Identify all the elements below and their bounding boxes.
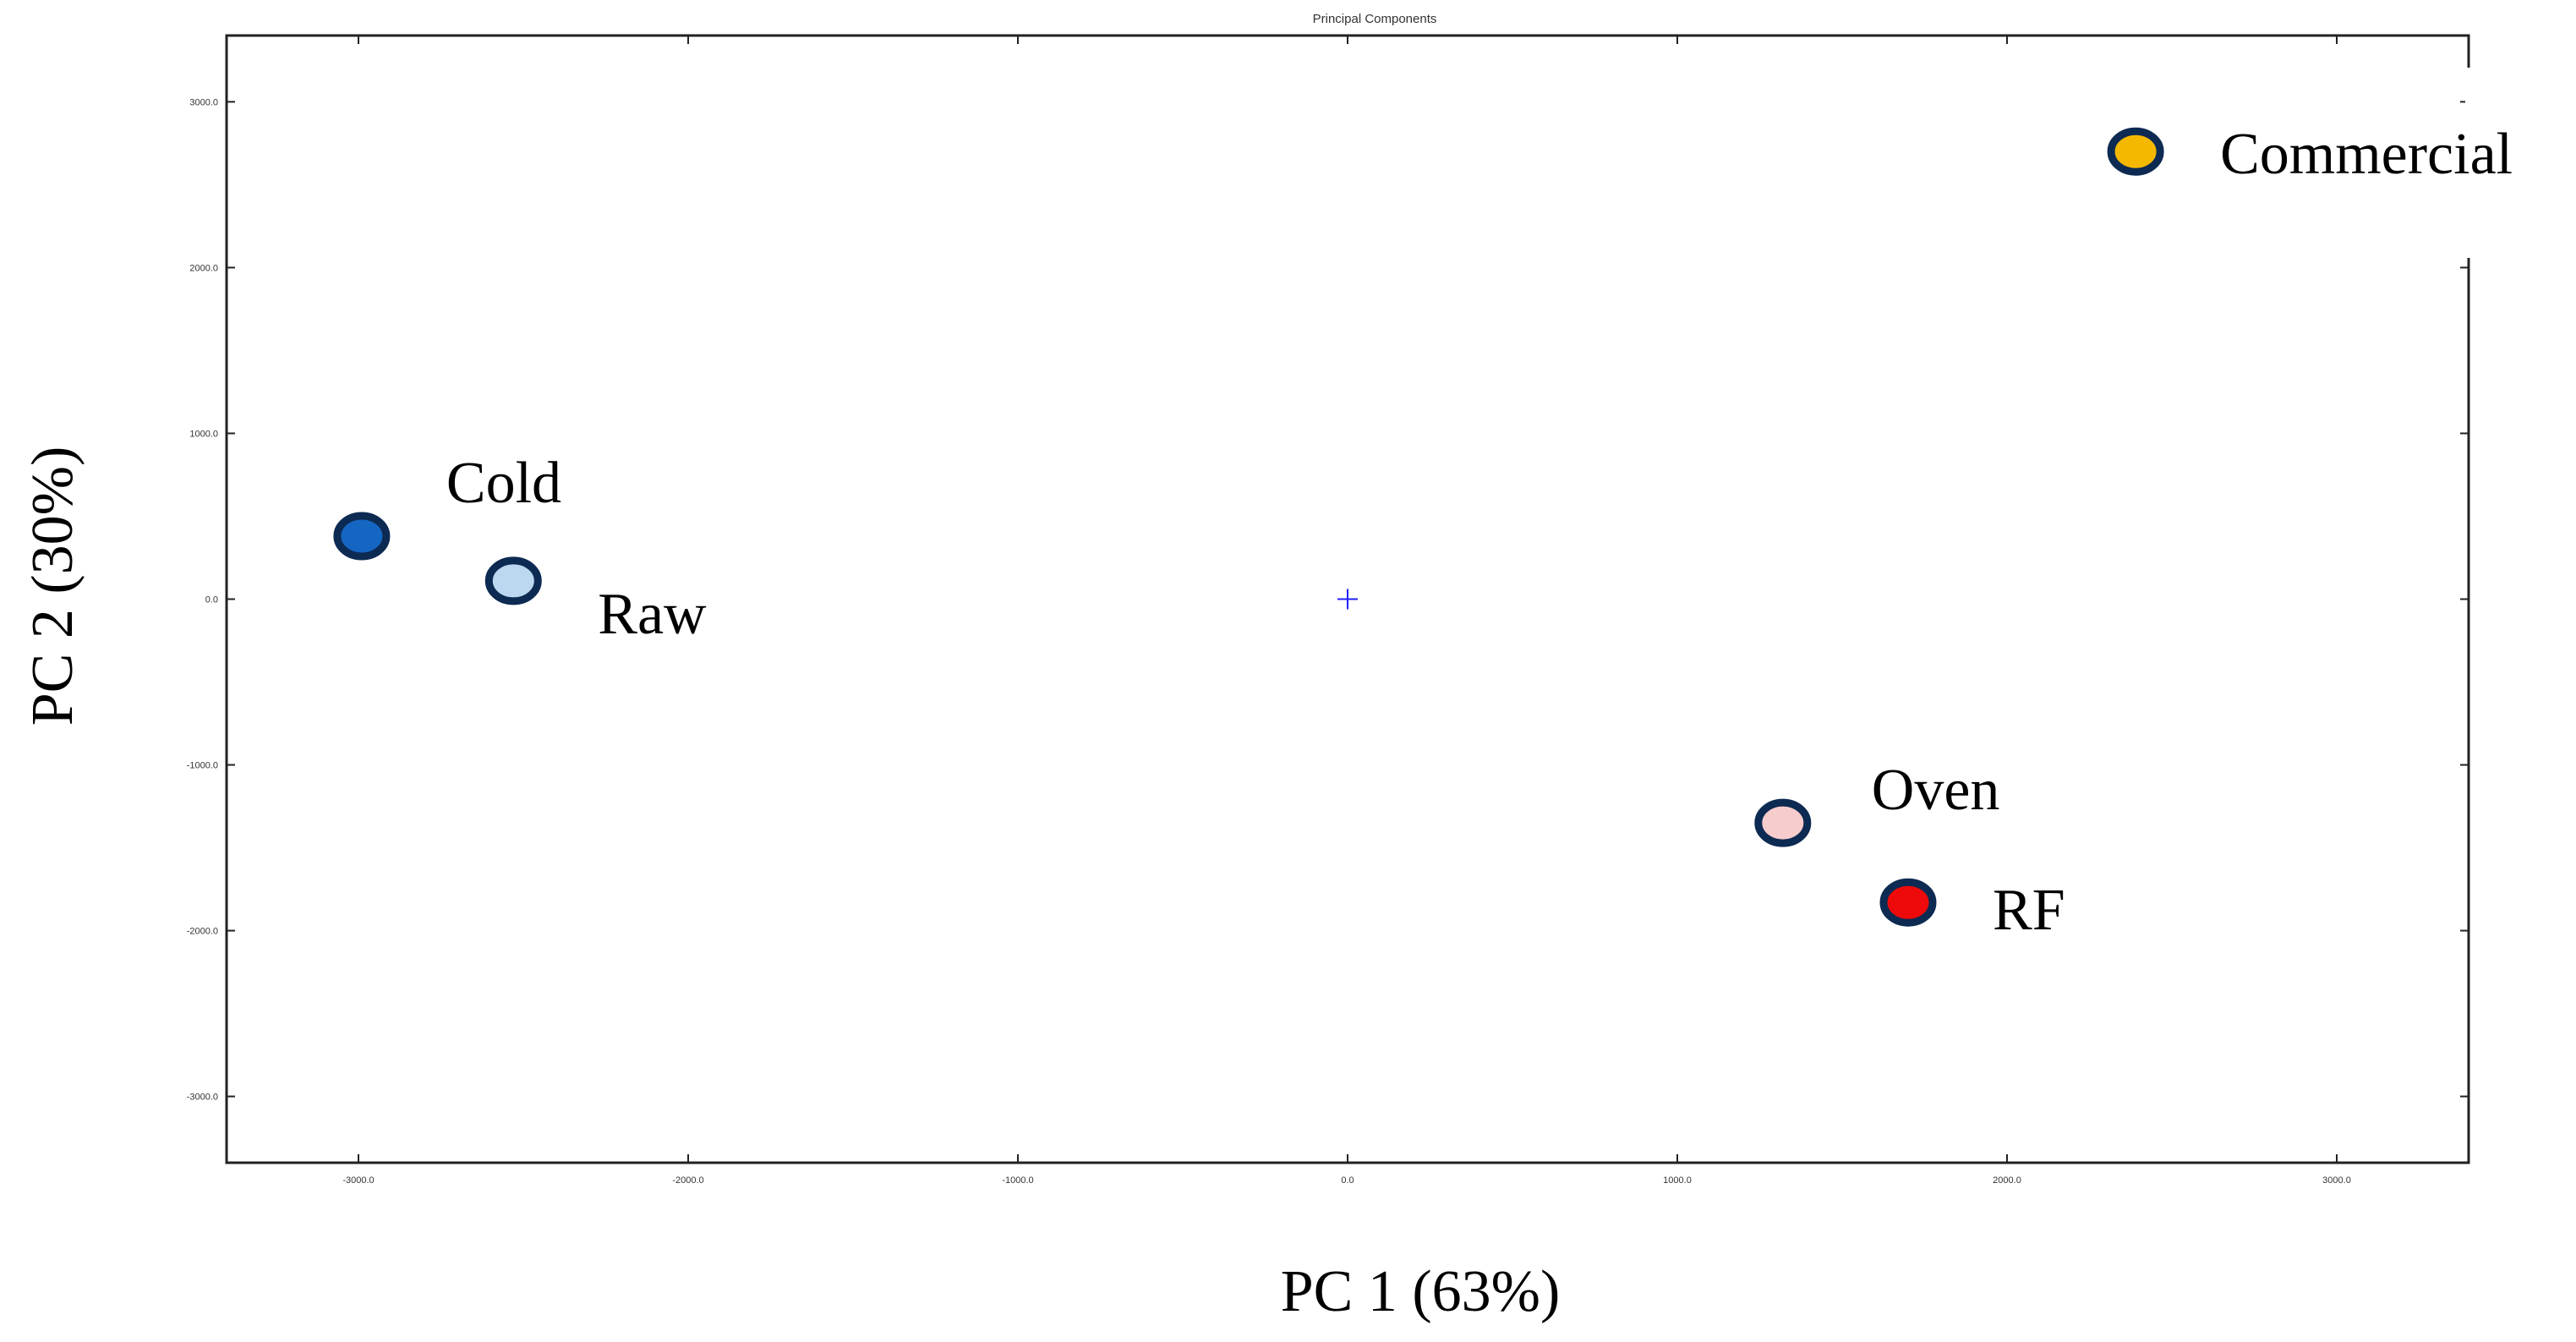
- point-label-commercial: Commercial: [2220, 122, 2513, 187]
- x-axis-label: PC 1 (63%): [1281, 1259, 1561, 1324]
- origin-marker: [1337, 589, 1358, 610]
- y-tick-label: -2000.0: [187, 927, 218, 937]
- x-axis-ticks: -3000.0 -2000.0 -1000.0 0.0 1000.0 2000.0 3000…: [342, 36, 2351, 1186]
- x-tick-label: -3000.0: [342, 1175, 374, 1186]
- x-tick-label: -1000.0: [1002, 1175, 1033, 1186]
- data-point-raw: [484, 556, 542, 605]
- data-point-commercial: [2107, 127, 2164, 176]
- label-mask: [2465, 68, 2576, 258]
- data-point-oven: [1754, 798, 1812, 847]
- x-tick-label: 3000.0: [2322, 1175, 2351, 1186]
- x-tick-label: 0.0: [1341, 1175, 1354, 1186]
- y-axis-ticks: -3000.0 -2000.0 -1000.0 0.0 1000.0 2000.0 3000…: [187, 97, 2469, 1103]
- data-point-rf: [1879, 878, 1937, 927]
- y-tick-label: 2000.0: [189, 263, 218, 273]
- y-tick-label: -3000.0: [187, 1093, 218, 1103]
- point-label-cold: Cold: [446, 451, 561, 516]
- point-label-rf: RF: [1993, 878, 2065, 943]
- y-tick-label: 0.0: [205, 595, 218, 605]
- data-points: [333, 127, 2164, 927]
- point-labels: Commercial Cold Raw Oven RF: [446, 122, 2513, 943]
- x-tick-label: -2000.0: [672, 1175, 703, 1186]
- point-label-oven: Oven: [1872, 758, 2000, 823]
- y-tick-label: -1000.0: [187, 761, 218, 771]
- y-axis-label: PC 2 (30%): [20, 446, 85, 726]
- y-tick-label: 3000.0: [189, 97, 218, 107]
- chart-title: Principal Components: [1313, 12, 1437, 26]
- point-label-raw: Raw: [598, 582, 707, 647]
- x-tick-label: 1000.0: [1663, 1175, 1692, 1186]
- x-tick-label: 2000.0: [1993, 1175, 2021, 1186]
- y-tick-label: 1000.0: [189, 429, 218, 439]
- data-point-cold: [333, 512, 391, 561]
